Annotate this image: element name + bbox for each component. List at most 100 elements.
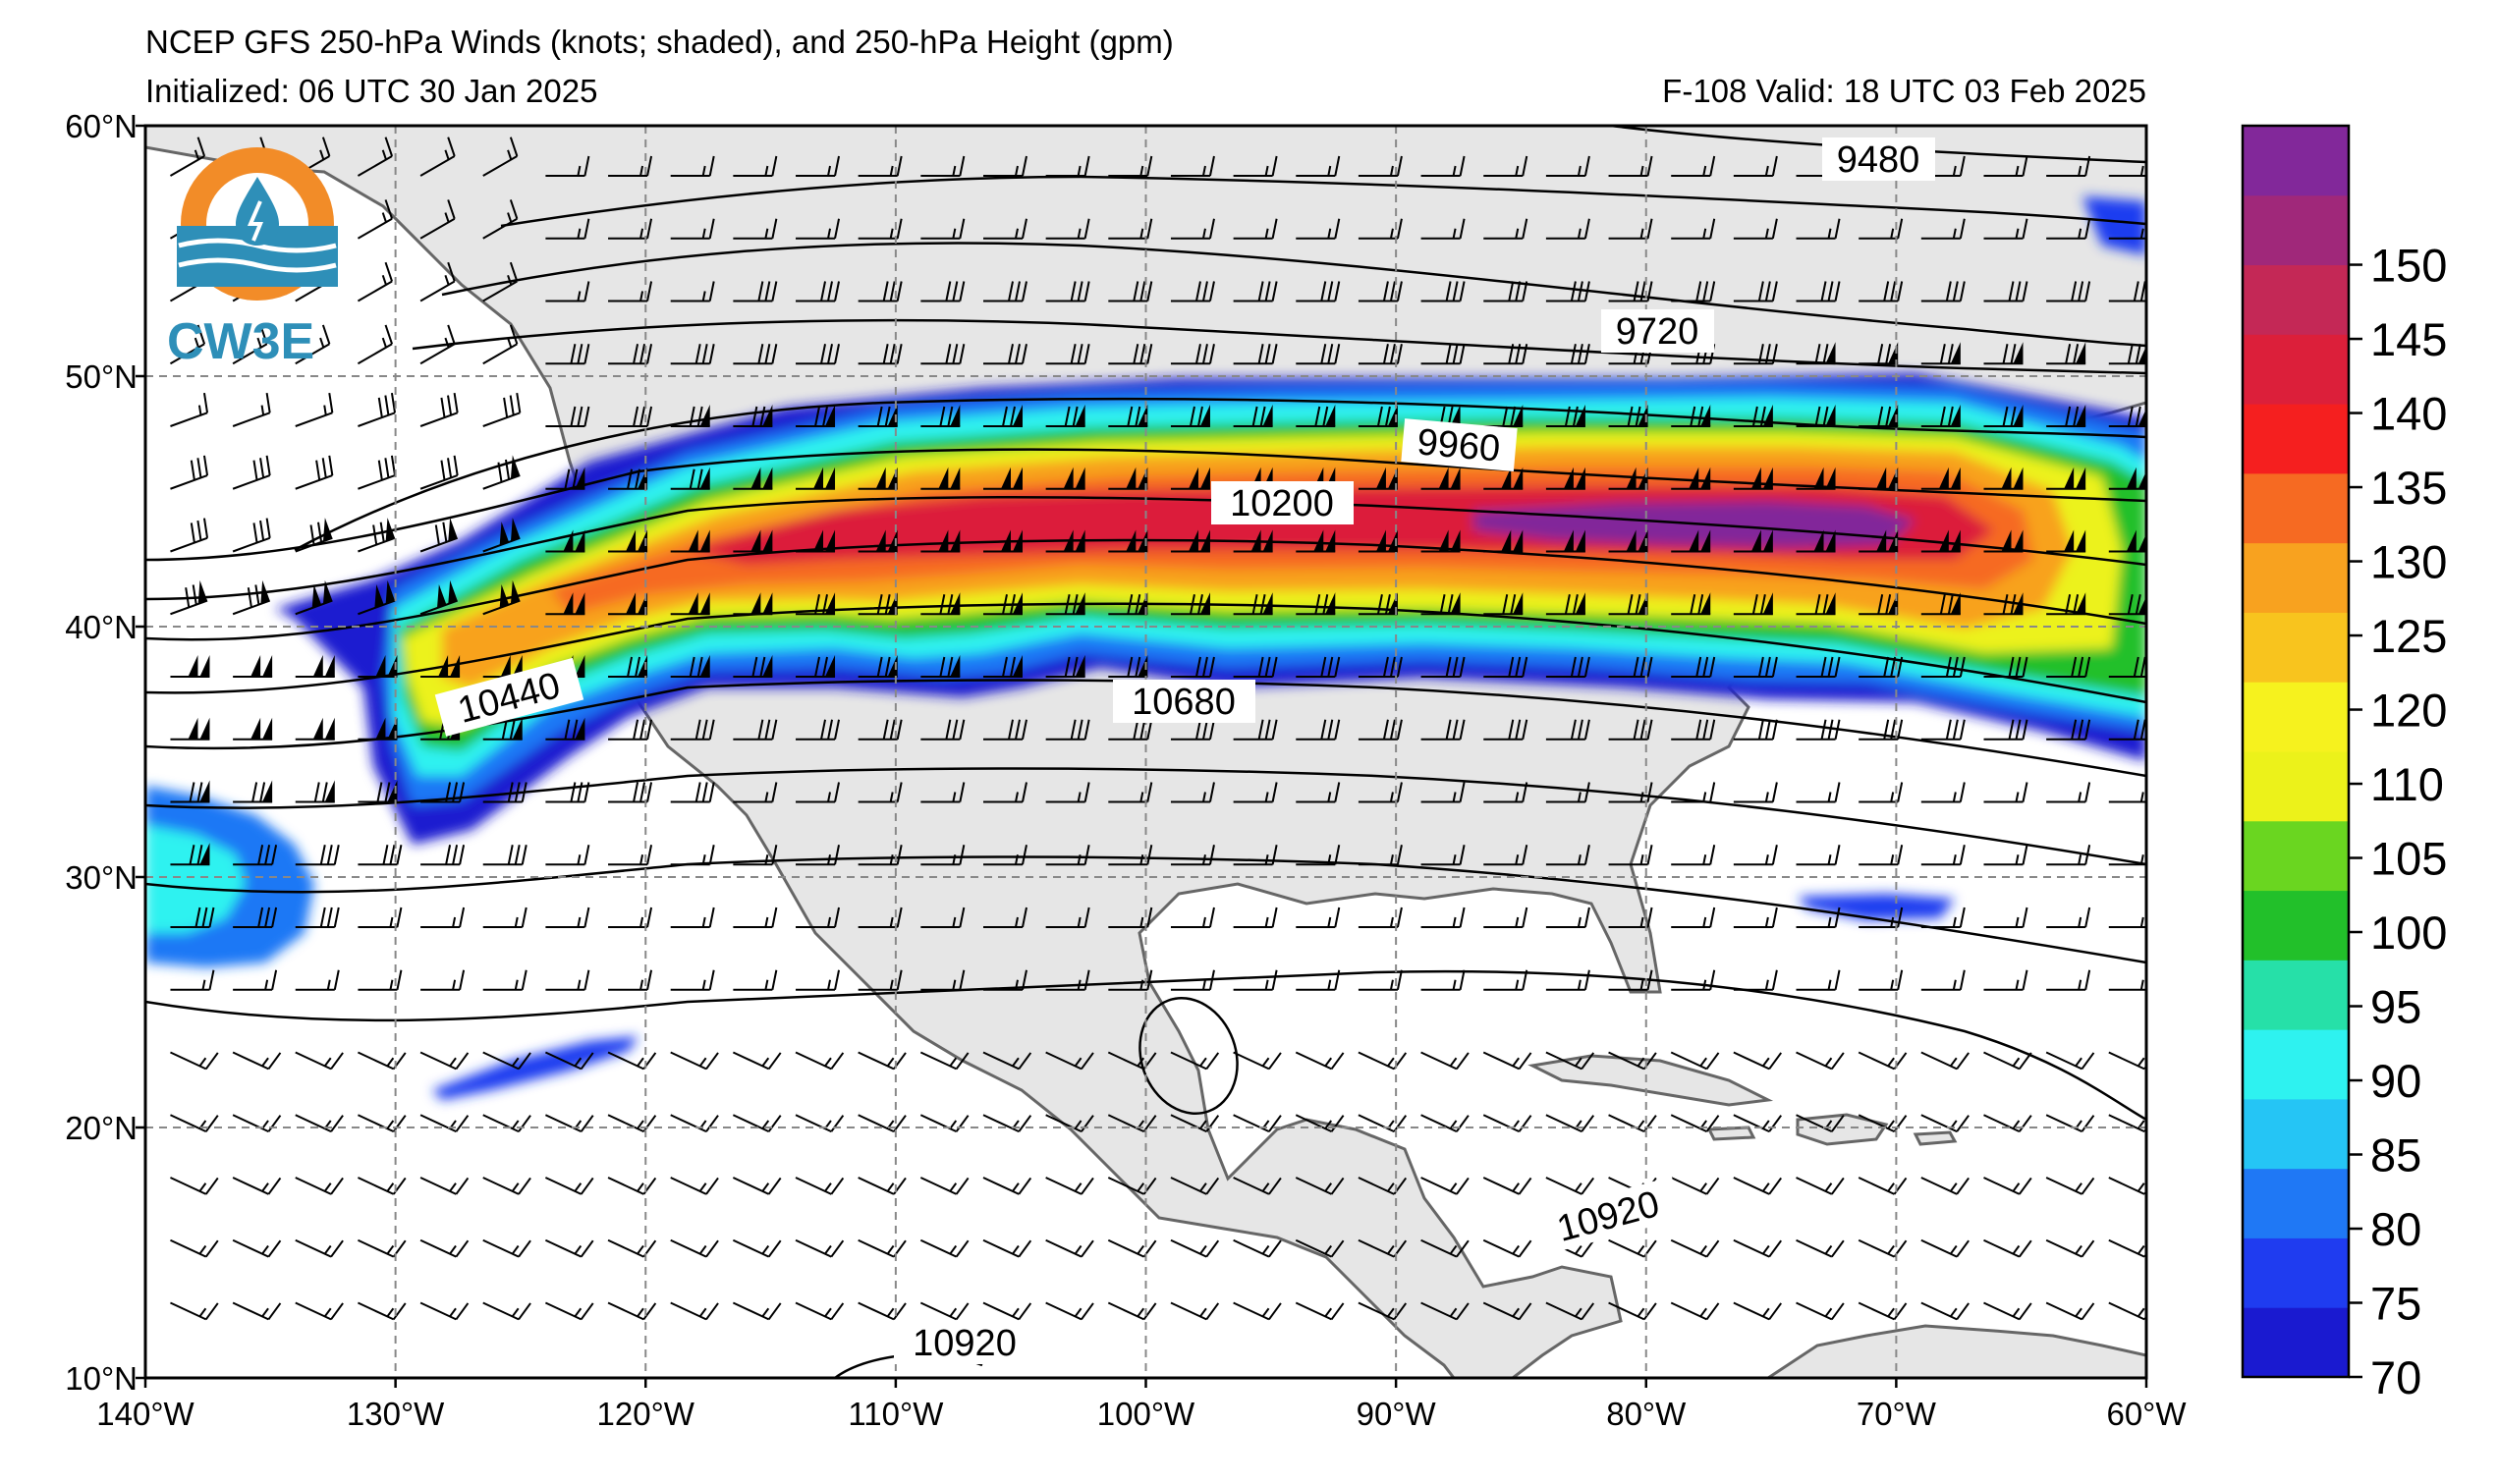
puerto-rico-island xyxy=(1913,1130,1958,1146)
wind-barb xyxy=(608,845,653,866)
wind-barb xyxy=(1671,218,1716,240)
wind-barb xyxy=(1983,592,2024,616)
wind-barb xyxy=(1108,719,1153,741)
colorbar-swatch xyxy=(2243,820,2349,892)
wind-barb xyxy=(1608,218,1653,240)
wind-barb xyxy=(295,969,340,991)
contour-9720 xyxy=(441,242,2146,348)
jamaica-island xyxy=(1706,1126,1756,1141)
x-tick-label: 90°W xyxy=(1357,1396,1437,1432)
wind-barb xyxy=(1233,405,1273,427)
wind-barb xyxy=(1107,1301,1157,1321)
wind-barb xyxy=(795,1238,845,1258)
wind-barb xyxy=(1545,592,1585,616)
colorbar-label: 95 xyxy=(2370,981,2421,1033)
wind-barb xyxy=(1733,656,1778,678)
wind-barb xyxy=(1108,281,1153,302)
colorbar-label: 135 xyxy=(2370,462,2447,514)
wind-barb xyxy=(1920,529,1961,553)
wind-barb xyxy=(544,1051,594,1071)
colorbar-label: 70 xyxy=(2370,1351,2421,1403)
wind-barb xyxy=(1983,1114,2032,1133)
wind-barb xyxy=(1671,281,1716,302)
wind-barb xyxy=(170,780,210,803)
wind-barb xyxy=(170,843,210,866)
wind-barb xyxy=(1670,1238,1720,1258)
colorbar-swatch xyxy=(2243,264,2349,335)
wind-barb xyxy=(1545,405,1585,427)
wind-barb xyxy=(295,324,331,365)
wind-barb xyxy=(670,1301,719,1321)
wind-barb xyxy=(357,137,394,177)
colorbar-swatch xyxy=(2243,194,2349,266)
wind-barb xyxy=(1920,1301,1970,1321)
wind-barb xyxy=(1608,529,1648,553)
contour-10560 xyxy=(145,679,2146,778)
wind-barb xyxy=(295,907,340,928)
colorbar-swatch xyxy=(2243,334,2349,405)
wind-barb xyxy=(607,1114,657,1133)
wind-barb xyxy=(1108,467,1148,490)
contour-label-9720: 9720 xyxy=(1616,311,1699,353)
wind-barb xyxy=(1170,1301,1220,1321)
wind-barb xyxy=(858,1301,907,1321)
wind-barb xyxy=(670,281,715,302)
wind-barb xyxy=(670,592,710,616)
wind-barb xyxy=(607,1301,657,1321)
wind-barb xyxy=(1796,529,1836,553)
wind-barb xyxy=(858,719,903,741)
wind-barb xyxy=(1671,656,1716,678)
wind-barb xyxy=(982,1301,1032,1321)
y-tick-label: 50°N xyxy=(65,358,138,395)
wind-barb xyxy=(170,1301,219,1321)
colorbar-swatch xyxy=(2243,1168,2349,1238)
wind-barb xyxy=(1608,782,1653,803)
wind-barb xyxy=(1045,218,1090,240)
wind-barb xyxy=(733,655,773,678)
wind-barb xyxy=(1920,907,1966,928)
wind-barb xyxy=(1483,845,1528,866)
wind-barb xyxy=(232,455,271,490)
wind-barb xyxy=(1420,969,1466,991)
wind-barb xyxy=(1045,655,1085,678)
wind-barb xyxy=(1170,1114,1220,1133)
wind-barb xyxy=(1733,1301,1783,1321)
wind-barb xyxy=(1420,656,1466,678)
lightning-icon xyxy=(247,200,263,242)
wind-barb xyxy=(1608,281,1653,302)
wind-barb xyxy=(1233,845,1278,866)
wind-barb xyxy=(796,218,841,240)
wind-barb xyxy=(920,529,961,553)
wind-barb xyxy=(419,518,459,553)
wind-barb xyxy=(482,393,522,427)
wind-barb xyxy=(545,406,590,427)
contour-gulf-loop xyxy=(1138,997,1239,1115)
wind-barb xyxy=(1796,281,1841,302)
wind-barb xyxy=(2046,218,2091,240)
wind-barb xyxy=(982,1177,1032,1195)
wind-barb xyxy=(1796,1238,1845,1258)
wind-barb xyxy=(1983,155,2028,177)
wind-barb xyxy=(1545,907,1590,928)
hispaniola-island xyxy=(1796,1113,1889,1146)
wind-barb xyxy=(482,1051,531,1071)
wind-barb xyxy=(982,592,1023,616)
wind-barb xyxy=(1733,529,1773,553)
wind-barb xyxy=(1858,1114,1908,1133)
wind-barb xyxy=(920,155,966,177)
wind-barb xyxy=(733,155,778,177)
wind-barb xyxy=(1358,281,1403,302)
wind-barb xyxy=(1420,1301,1470,1321)
wind-barb xyxy=(1233,1177,1282,1195)
wind-barb xyxy=(169,324,206,365)
wind-barb xyxy=(2108,529,2146,553)
wind-barb xyxy=(295,1051,344,1071)
wind-barb xyxy=(1545,1301,1595,1321)
wind-barb xyxy=(1295,1114,1345,1133)
wind-barb xyxy=(1108,907,1153,928)
wind-barb xyxy=(1920,218,1966,240)
wind-barb xyxy=(170,579,208,616)
wind-barb xyxy=(982,467,1023,490)
wind-barb xyxy=(1796,342,1836,365)
wind-barb xyxy=(1108,344,1153,365)
